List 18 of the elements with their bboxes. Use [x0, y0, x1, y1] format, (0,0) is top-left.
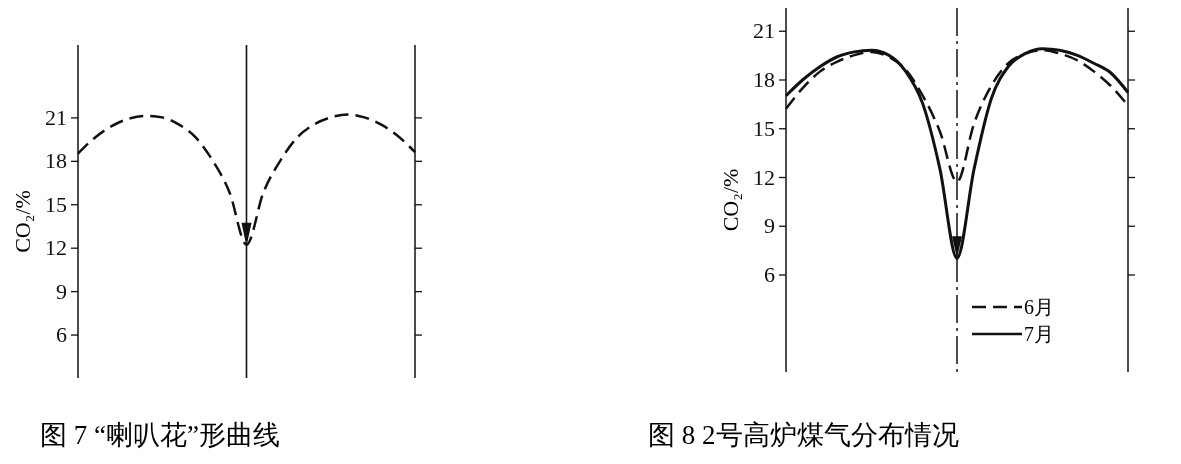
y-tick-label: 18	[753, 67, 775, 93]
legend-label: 7月	[1024, 323, 1054, 345]
y-tick-label: 6	[56, 322, 67, 348]
y-tick-label: 21	[753, 18, 775, 44]
y-tick-label: 9	[764, 213, 775, 239]
text: 图 8 2号高炉煤气分布情况	[648, 420, 959, 450]
y-tick-label: 15	[753, 115, 775, 141]
y-tick-label: 6	[764, 262, 775, 288]
y-axis-title: CO₂/%	[10, 190, 35, 253]
legend-label: 6月	[1024, 296, 1054, 318]
y-tick-label: 12	[753, 164, 775, 190]
y-tick-label: 12	[45, 235, 67, 261]
y-axis-title: CO₂/%	[718, 168, 743, 232]
y-tick-label: 18	[45, 148, 67, 174]
y-tick-label: 9	[56, 278, 67, 304]
text: 图 7 “喇叭花”形曲线	[40, 420, 280, 450]
y-tick-label: 15	[45, 191, 67, 217]
y-tick-label: 21	[45, 104, 67, 130]
